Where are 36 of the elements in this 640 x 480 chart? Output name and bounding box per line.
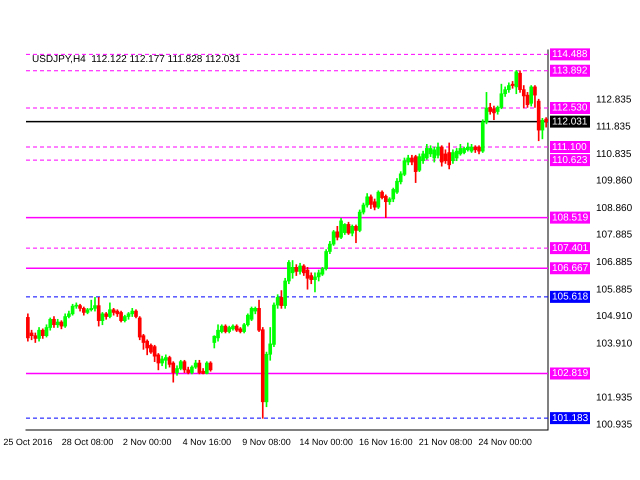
y-tick-label: 110.835 (596, 149, 632, 160)
x-tick-label: 4 Nov 16:00 (182, 436, 232, 447)
x-tick-label: 14 Nov 00:00 (299, 436, 353, 447)
y-tick-label: 107.885 (596, 230, 633, 241)
x-tick-label: 2 Nov 00:00 (122, 436, 172, 447)
y-tick-label: 105.885 (596, 284, 633, 296)
ref-line-label: 102.819 (552, 368, 589, 380)
ref-line-label: 108.519 (552, 212, 589, 224)
ref-line-label: 111.100 (552, 142, 588, 153)
y-tick-label: 101.935 (596, 392, 633, 404)
x-tick-label: 24 Nov 00:00 (478, 436, 532, 447)
ref-line-label: 101.183 (552, 412, 589, 424)
x-tick-label: 9 Nov 08:00 (242, 436, 291, 447)
x-tick-label: 21 Nov 08:00 (418, 436, 472, 447)
ref-line-label: 105.618 (552, 292, 589, 303)
y-tick-label: 109.860 (596, 176, 633, 187)
ref-line-label: 112.031 (552, 116, 588, 128)
y-tick-label: 112.835 (596, 94, 632, 106)
x-tick-label: 25 Oct 2016 (3, 436, 52, 447)
x-tick-label: 28 Oct 08:00 (62, 436, 114, 447)
ref-line-label: 110.623 (552, 154, 588, 166)
ref-line-label: 107.401 (552, 242, 589, 254)
chart-title: USDJPY,H4 112.122 112.177 111.828 112.031 (32, 54, 241, 65)
y-tick-label: 103.910 (596, 338, 633, 350)
candlestick (93, 297, 97, 312)
ref-line-label: 113.892 (552, 65, 588, 76)
ref-line-label: 114.488 (552, 49, 588, 60)
ref-line-label: 112.530 (552, 102, 588, 114)
y-tick-label: 106.885 (596, 257, 633, 268)
y-tick-label: 111.835 (596, 122, 632, 133)
y-tick-label: 104.910 (596, 311, 633, 322)
ref-line-label: 106.667 (552, 262, 589, 274)
y-tick-label: 108.860 (596, 203, 633, 214)
y-tick-label: 100.935 (596, 420, 633, 431)
x-tick-label: 16 Nov 16:00 (359, 436, 413, 447)
candlestick (313, 272, 317, 292)
